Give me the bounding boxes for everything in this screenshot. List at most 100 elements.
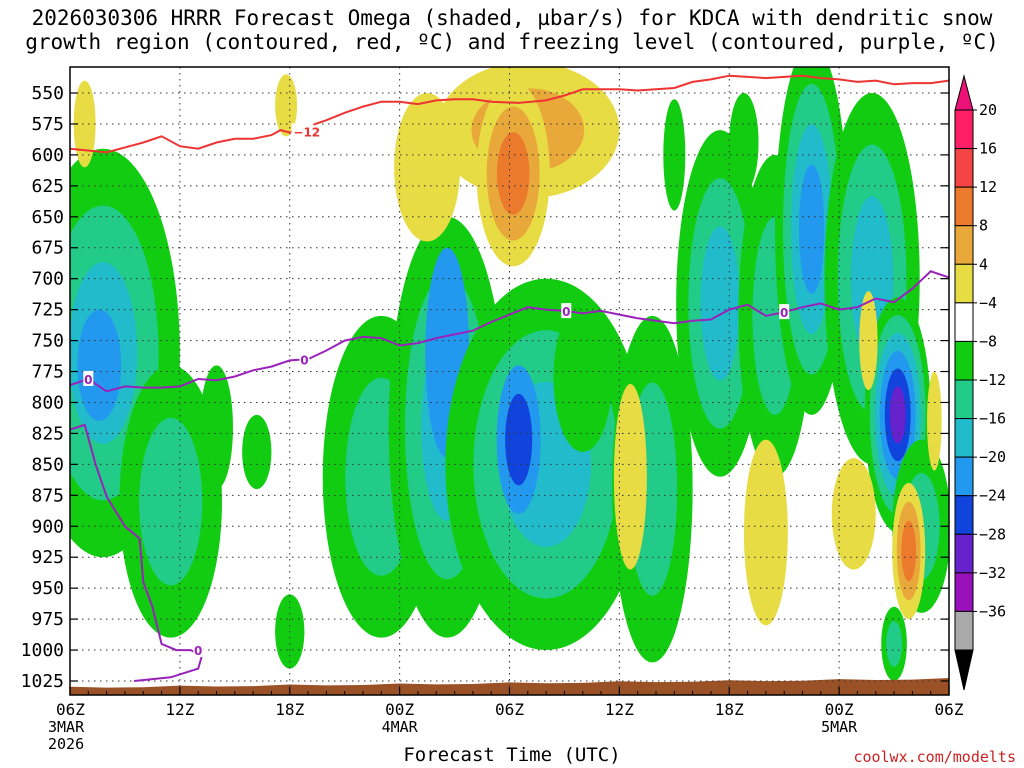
y-tick-label-p875: 875 [31, 485, 64, 506]
colorbar-label-10: −24 [979, 487, 1006, 505]
freezing-label-bg-3 [779, 304, 790, 320]
freezing-label-4: 0 [194, 644, 202, 658]
colorbar-bin-12 [954, 572, 974, 612]
colorbar-label-7: −12 [979, 371, 1006, 389]
omega-positive-cell-3-level-2 [496, 132, 530, 215]
colorbar-bin-5 [954, 302, 974, 342]
freezing-label-bg-1 [299, 351, 310, 367]
colorbar-bottom-arrow [954, 649, 974, 691]
chart-title: 2026030306 HRRR Forecast Omega (shaded, … [0, 6, 1024, 54]
dendritic-label: −12 [293, 125, 320, 139]
y-tick-label-p550: 550 [31, 83, 64, 104]
colorbar-label-12: −32 [979, 564, 1006, 582]
omega-positive-cell-6-level-0 [743, 439, 788, 626]
colorbar-label-0: 20 [979, 101, 997, 119]
colorbar-bin-4 [954, 263, 974, 304]
colorbar-bin-0 [954, 109, 974, 150]
colorbar-label-13: −36 [979, 602, 1006, 620]
colorbar: 20 16 12 8 4 −4 −8 −12 −16 −20 −24 −28 −32 −36 [954, 74, 1006, 691]
y-tick-label-p1025: 1025 [21, 671, 64, 692]
omega-negative-cell-4-level-0 [242, 414, 272, 490]
y-tick-label-p600: 600 [31, 145, 64, 166]
x-tick-label-h24: 06Z [495, 700, 524, 719]
freezing-label-3: 0 [780, 306, 788, 320]
colorbar-label-11: −28 [979, 525, 1006, 543]
y-tick-label-p675: 675 [31, 238, 64, 259]
colorbar-bin-3 [954, 225, 974, 265]
colorbar-bin-7 [954, 379, 974, 420]
colorbar-label-4: 4 [979, 255, 988, 273]
x-tick-label-h6: 12Z [165, 700, 194, 719]
colorbar-bin-13 [954, 610, 974, 651]
colorbar-top-arrow [954, 74, 974, 111]
y-tick-label-p700: 700 [31, 269, 64, 290]
title-line-1: 2026030306 HRRR Forecast Omega (shaded, … [31, 6, 993, 30]
freezing-label-2: 0 [562, 305, 570, 319]
x-axis-label: Forecast Time (UTC) [403, 744, 621, 766]
x-tick-date-h18: 4MAR [382, 718, 419, 736]
x-tick-label-h18: 00Z [385, 700, 414, 719]
dendritic-minus12-contour [70, 74, 949, 154]
colorbar-bin-9 [954, 456, 974, 497]
freezing-label-1: 0 [300, 353, 308, 367]
omega-positive-cell-5-level-0 [613, 383, 647, 570]
omega-negative-cell-16-level-3 [798, 164, 825, 294]
freezing-level-upper-contour [70, 270, 949, 393]
y-tick-label-p650: 650 [31, 207, 64, 228]
omega-negative-cell-3-level-0 [200, 365, 233, 490]
colorbar-label-5: −4 [979, 294, 997, 312]
y-tick-label-p625: 625 [31, 176, 64, 197]
omega-negative-cell-2-level-1 [139, 417, 203, 586]
colorbar-label-3: 8 [979, 217, 988, 235]
x-tick-label-h0: 06Z [56, 700, 85, 719]
y-tick-label-p900: 900 [31, 516, 64, 537]
colorbar-bin-1 [954, 148, 974, 188]
colorbar-bin-8 [954, 418, 974, 458]
y-tick-label-p1000: 1000 [21, 640, 64, 661]
x-tick-label-h42: 00Z [825, 700, 854, 719]
y-tick-label-p575: 575 [31, 114, 64, 135]
omega-positive-cell-0-level-0 [73, 80, 96, 168]
freezing-label-bg-0 [83, 370, 94, 386]
freezing-label-0: 0 [84, 373, 92, 387]
omega-positive-cell-7-level-0 [831, 458, 876, 570]
y-tick-label-p775: 775 [31, 362, 64, 383]
colorbar-label-1: 16 [979, 140, 997, 158]
omega-negative-cell-10-level-1 [505, 393, 533, 486]
y-tick-label-p925: 925 [31, 547, 64, 568]
colorbar-label-8: −16 [979, 410, 1006, 428]
contours: −12 0 0 0 0 0 [70, 74, 949, 682]
y-tick-label-p950: 950 [31, 578, 64, 599]
omega-positive-cell-8-level-2 [901, 520, 917, 582]
x-tick-label-h36: 18Z [715, 700, 744, 719]
y-tick-label-p725: 725 [31, 300, 64, 321]
omega-positive-cell-10-level-0 [927, 371, 942, 471]
omega-positive-cell-4-level-0 [394, 93, 461, 242]
omega-negative-cell-14-level-2 [700, 226, 740, 381]
omega-negative-cell-20-level-1 [886, 621, 902, 667]
y-tick-label-p800: 800 [31, 392, 64, 413]
colorbar-label-2: 12 [979, 178, 997, 196]
y-tick-label-p750: 750 [31, 331, 64, 352]
x-tick-date-h42: 5MAR [821, 718, 858, 736]
credit-text: coolwx.com/modelts [853, 748, 1016, 766]
colorbar-bin-10 [954, 495, 974, 535]
colorbar-bin-2 [954, 186, 974, 227]
omega-negative-cell-13-level-0 [663, 99, 686, 211]
y-tick-label-p975: 975 [31, 609, 64, 630]
omega-negative-cell-18-level-5 [889, 386, 906, 444]
colorbar-label-6: −8 [979, 332, 997, 350]
omega-negative-cell-1-level-0 [77, 309, 122, 422]
y-tick-label-p850: 850 [31, 454, 64, 475]
gridlines [70, 67, 949, 695]
title-line-2: growth region (contoured, red, ºC) and f… [25, 30, 999, 54]
x-tick-label-h48: 06Z [935, 700, 964, 719]
x-tick-label-h12: 18Z [275, 700, 304, 719]
x-tick-year-h0: 2026 [48, 735, 84, 753]
omega-negative-cell-11-level-0 [553, 303, 613, 452]
x-tick-label-h30: 12Z [605, 700, 634, 719]
colorbar-bin-6 [954, 340, 974, 381]
omega-negative-cell-21-level-0 [729, 93, 759, 193]
omega-positive-cell-1-level-0 [275, 74, 298, 137]
